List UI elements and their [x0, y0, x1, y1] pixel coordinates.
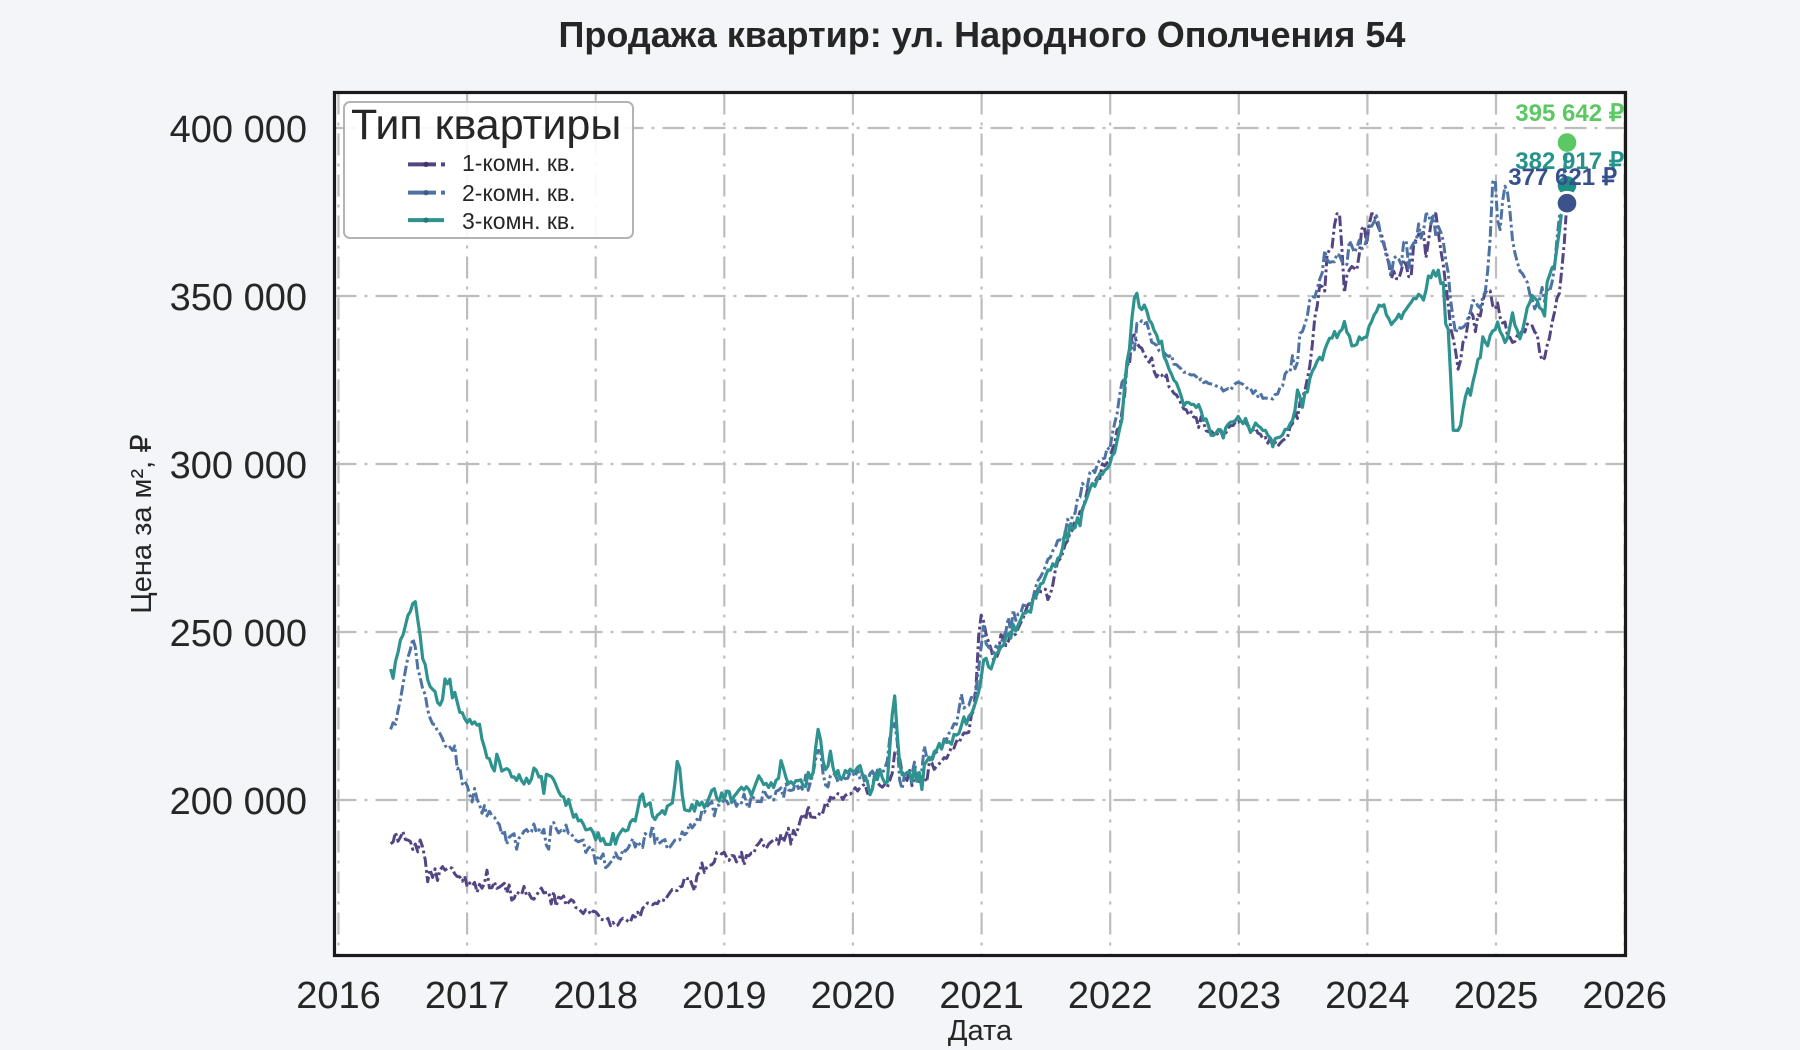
svg-text:382 917 ₽: 382 917 ₽: [1515, 148, 1624, 175]
svg-text:Цена за м², ₽: Цена за м², ₽: [126, 434, 158, 613]
svg-text:Тип квартиры: Тип квартиры: [351, 101, 621, 149]
svg-text:400 000: 400 000: [170, 109, 307, 151]
svg-text:200 000: 200 000: [170, 781, 307, 823]
svg-text:2-комн. кв.: 2-комн. кв.: [462, 180, 576, 206]
svg-text:Дата: Дата: [948, 1015, 1013, 1047]
svg-text:300 000: 300 000: [170, 445, 307, 487]
svg-text:395 642 ₽: 395 642 ₽: [1515, 100, 1624, 127]
svg-text:2019: 2019: [682, 975, 767, 1017]
svg-text:2023: 2023: [1197, 975, 1282, 1017]
svg-text:2021: 2021: [939, 975, 1024, 1017]
svg-text:3-комн. кв.: 3-комн. кв.: [462, 208, 576, 234]
svg-text:2018: 2018: [553, 975, 638, 1017]
svg-text:2020: 2020: [811, 975, 896, 1017]
svg-text:2025: 2025: [1454, 975, 1539, 1017]
svg-text:1-комн. кв.: 1-комн. кв.: [462, 150, 576, 176]
svg-text:Продажа квартир: ул. Народного: Продажа квартир: ул. Народного Ополчения…: [559, 14, 1406, 55]
svg-text:2026: 2026: [1582, 975, 1667, 1017]
svg-text:2024: 2024: [1325, 975, 1410, 1017]
svg-text:350 000: 350 000: [170, 277, 307, 319]
svg-text:377 621 ₽: 377 621 ₽: [1508, 164, 1617, 191]
svg-text:2017: 2017: [425, 975, 510, 1017]
svg-text:2016: 2016: [296, 975, 381, 1017]
svg-text:250 000: 250 000: [170, 613, 307, 655]
svg-text:2022: 2022: [1068, 975, 1153, 1017]
